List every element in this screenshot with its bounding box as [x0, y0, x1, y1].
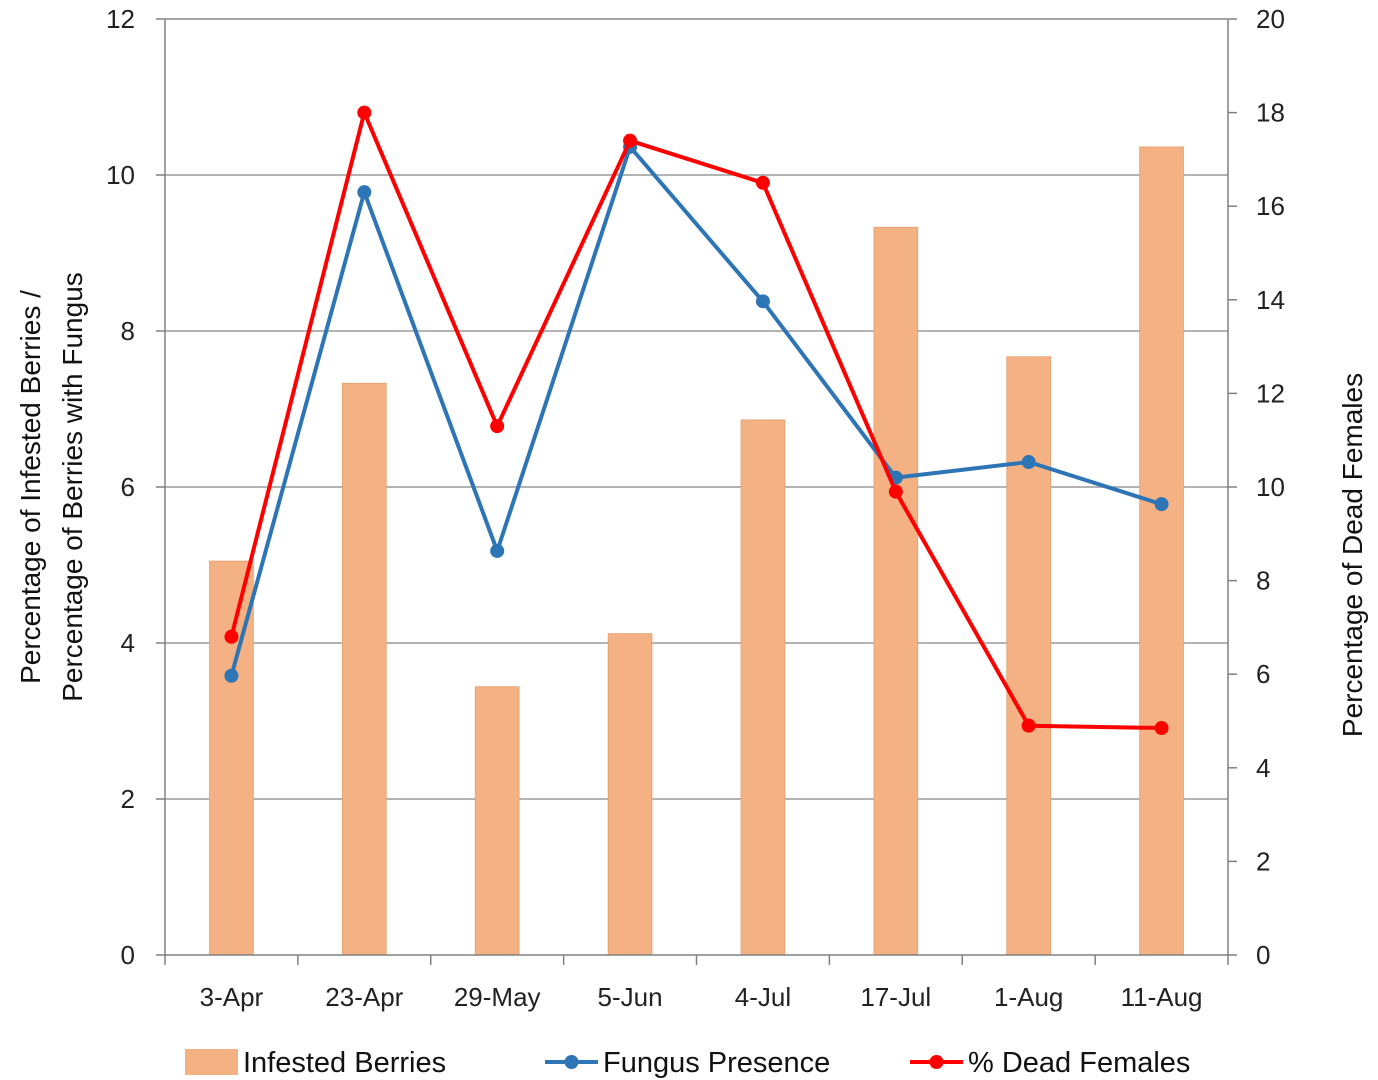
x-tick-label: 23-Apr: [325, 982, 403, 1012]
axes: [156, 18, 1237, 965]
right-tick-label: 4: [1256, 753, 1270, 783]
point-dead-females: [623, 133, 638, 148]
right-tick-label: 18: [1256, 98, 1285, 128]
line-fungus-presence: [229, 144, 1163, 677]
left-tick-label: 10: [106, 160, 135, 190]
point-dead-females: [490, 419, 505, 434]
bar-infested-berries: [1139, 146, 1184, 956]
point-fungus-presence: [755, 294, 770, 309]
legend-marker-dead-females: [929, 1055, 944, 1069]
bar-series: [209, 146, 1184, 956]
line-series: [224, 105, 1169, 736]
legend-label-dead-females: % Dead Females: [968, 1047, 1190, 1079]
x-tick-label: 1-Aug: [994, 982, 1063, 1012]
left-tick-label: 4: [121, 628, 135, 658]
right-tick-label: 16: [1256, 191, 1285, 221]
left-tick-label: 2: [121, 784, 135, 814]
point-fungus-presence: [357, 185, 372, 200]
right-tick-label: 8: [1256, 566, 1270, 596]
right-tick-label: 12: [1256, 378, 1285, 408]
legend: Infested Berries Fungus Presence % Dead Fe…: [185, 1047, 1190, 1079]
bar-infested-berries: [474, 686, 520, 956]
point-dead-females: [755, 175, 770, 190]
right-tick-label: 6: [1256, 659, 1270, 689]
point-dead-females: [357, 105, 372, 120]
left-axis-title-line-1: Percentage of Infested Berries /: [15, 290, 46, 684]
tick-labels: 0 2 4 6 8 10 12 0 2 4 6 8 10 12 14 16 18 20 3-Apr 23-Apr 29-…: [106, 4, 1285, 1012]
legend-swatch-infested-berries: [185, 1049, 238, 1075]
x-tick-label: 11-Aug: [1121, 982, 1203, 1012]
point-dead-females: [224, 629, 239, 644]
right-axis-title: Percentage of Dead Females: [1337, 373, 1368, 737]
point-fungus-presence: [1154, 497, 1169, 512]
left-tick-label: 6: [121, 472, 135, 502]
point-dead-females: [1154, 721, 1169, 736]
left-axis-title-line-2: Percentage of Berries with Fungus: [57, 272, 88, 702]
x-tick-label: 3-Apr: [200, 982, 264, 1012]
right-tick-label: 10: [1256, 472, 1285, 502]
right-tick-label: 20: [1256, 4, 1285, 34]
x-tick-label: 17-Jul: [860, 982, 931, 1012]
right-tick-label: 14: [1256, 285, 1285, 315]
bar-infested-berries: [740, 419, 786, 956]
line-dead-females: [229, 110, 1162, 730]
x-tick-label: 29-May: [454, 982, 541, 1012]
bar-infested-berries: [1006, 356, 1052, 956]
gridlines: [165, 18, 1228, 800]
point-dead-females: [888, 484, 903, 499]
left-tick-label: 12: [106, 4, 135, 34]
point-fungus-presence: [490, 543, 505, 558]
point-fungus-presence: [224, 668, 239, 683]
point-fungus-presence: [1021, 455, 1036, 470]
bar-infested-berries: [873, 226, 919, 956]
bar-infested-berries: [341, 382, 387, 956]
x-tick-label: 5-Jun: [598, 982, 663, 1012]
bar-infested-berries: [607, 633, 653, 956]
legend-marker-fungus-presence: [564, 1055, 579, 1069]
right-tick-label: 2: [1256, 846, 1270, 876]
legend-label-fungus-presence: Fungus Presence: [603, 1047, 830, 1079]
left-tick-label: 0: [121, 940, 135, 970]
legend-label-infested-berries: Infested Berries: [243, 1047, 446, 1079]
point-dead-females: [1021, 718, 1036, 733]
left-tick-label: 8: [121, 316, 135, 346]
x-tick-label: 4-Jul: [735, 982, 791, 1012]
right-tick-label: 0: [1256, 940, 1270, 970]
